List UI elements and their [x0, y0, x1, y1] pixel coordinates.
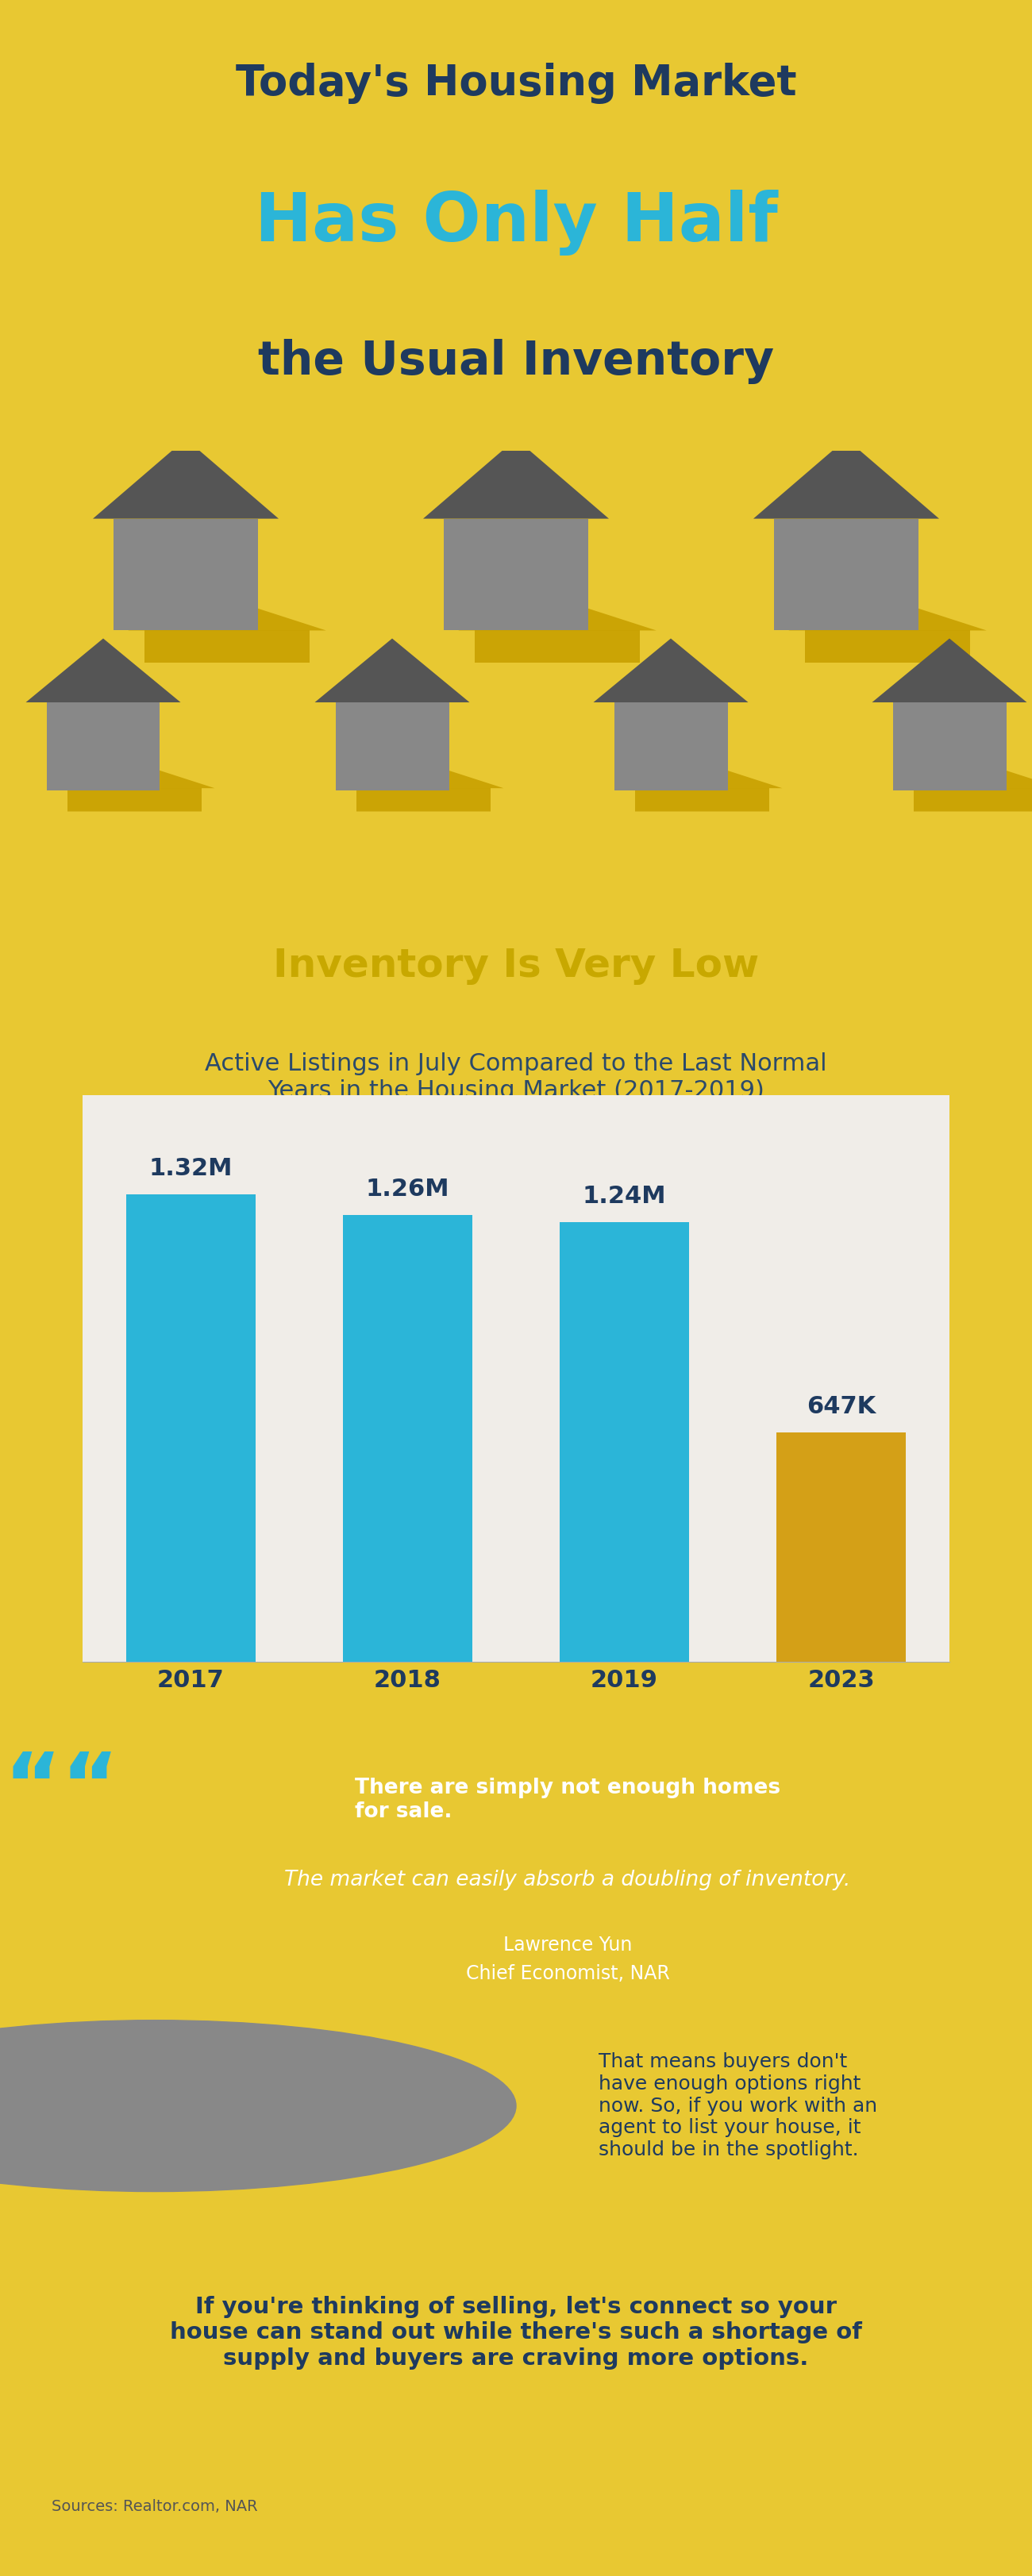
Polygon shape	[635, 788, 769, 814]
Bar	[614, 703, 728, 791]
Polygon shape	[872, 639, 1027, 703]
Bar	[335, 703, 449, 791]
Bar	[774, 518, 918, 631]
Text: 1.32M: 1.32M	[149, 1157, 233, 1180]
Polygon shape	[458, 598, 656, 631]
Polygon shape	[356, 788, 490, 814]
Text: Lawrence Yun: Lawrence Yun	[504, 1935, 632, 1955]
Text: The market can easily absorb a doubling of inventory.: The market can easily absorb a doubling …	[285, 1870, 850, 1891]
Polygon shape	[805, 631, 970, 662]
Text: If you're thinking of selling, let's connect so your
house can stand out while t: If you're thinking of selling, let's con…	[170, 2295, 862, 2370]
Polygon shape	[475, 631, 640, 662]
Text: Sources: Realtor.com, NAR: Sources: Realtor.com, NAR	[52, 2499, 258, 2514]
Bar	[126, 1195, 256, 1662]
Text: Has Only Half: Has Only Half	[255, 191, 777, 255]
Bar	[114, 518, 258, 631]
Text: 1.26M: 1.26M	[365, 1177, 450, 1200]
Text: ““: ““	[4, 1749, 120, 1834]
Text: Inventory Is Very Low: Inventory Is Very Low	[273, 945, 759, 984]
Polygon shape	[900, 762, 1032, 788]
Text: Today's Housing Market: Today's Housing Market	[235, 62, 797, 103]
Polygon shape	[315, 639, 470, 703]
Polygon shape	[54, 762, 215, 788]
Polygon shape	[343, 762, 504, 788]
Text: 647K: 647K	[806, 1396, 876, 1419]
Bar	[46, 703, 160, 791]
Polygon shape	[423, 438, 609, 518]
Text: That means buyers don't
have enough options right
now. So, if you work with an
a: That means buyers don't have enough opti…	[599, 2053, 877, 2159]
Polygon shape	[593, 639, 748, 703]
Polygon shape	[144, 631, 310, 662]
Polygon shape	[621, 762, 782, 788]
Bar	[776, 1432, 906, 1662]
Text: Active Listings in July Compared to the Last Normal
Years in the Housing Market : Active Listings in July Compared to the …	[205, 1054, 827, 1103]
Text: the Usual Inventory: the Usual Inventory	[258, 340, 774, 384]
Text: Chief Economist, NAR: Chief Economist, NAR	[465, 1965, 670, 1984]
Bar	[559, 1224, 689, 1662]
Bar	[444, 518, 588, 631]
Polygon shape	[67, 788, 201, 814]
Bar	[893, 703, 1006, 791]
Text: There are simply not enough homes
for sale.: There are simply not enough homes for sa…	[355, 1777, 780, 1821]
Text: 1.24M: 1.24M	[582, 1185, 667, 1208]
Polygon shape	[913, 788, 1032, 814]
Polygon shape	[753, 438, 939, 518]
Polygon shape	[128, 598, 326, 631]
Bar	[343, 1216, 473, 1662]
Polygon shape	[788, 598, 987, 631]
Circle shape	[0, 2020, 516, 2192]
Polygon shape	[93, 438, 279, 518]
Polygon shape	[0, 811, 1032, 884]
Polygon shape	[26, 639, 181, 703]
